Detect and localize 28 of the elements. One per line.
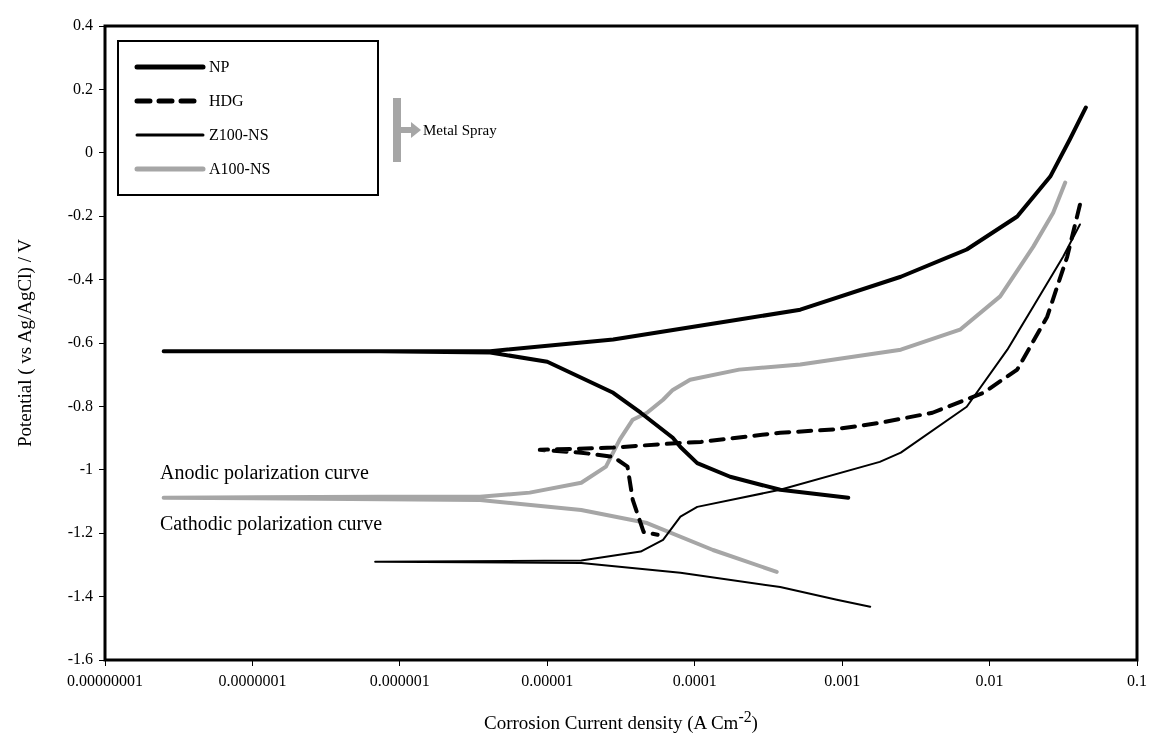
legend-label: NP: [209, 58, 230, 76]
legend-label: HDG: [209, 92, 244, 110]
legend-label: A100-NS: [209, 160, 271, 178]
y-tick-label: -0.4: [67, 269, 93, 287]
y-tick-label: 0.2: [73, 79, 93, 97]
annotation: Metal Spray: [423, 121, 497, 139]
x-tick-label: 0.0001: [672, 671, 717, 689]
y-tick-label: -1: [79, 460, 93, 477]
x-tick-label: 0.001: [824, 671, 861, 689]
x-axis-title: Corrosion Current density (A Cm$^{-2}$): [484, 708, 758, 735]
y-tick-label: -0.6: [67, 333, 93, 351]
y-tick-label: -1.6: [67, 650, 93, 668]
annotation: Anodic polarization curve: [160, 461, 369, 485]
x-tick-label: 0.00001: [521, 671, 574, 689]
x-tick-label: 0.00000001: [67, 671, 143, 689]
y-tick-label: -0.8: [67, 396, 93, 414]
y-tick-label: -0.2: [67, 206, 93, 224]
y-tick-label: 0: [85, 143, 93, 160]
legend-label: Z100-NS: [209, 126, 269, 144]
x-tick-label: 0.0000001: [218, 671, 287, 689]
y-tick-label: 0.4: [73, 16, 93, 34]
y-tick-label: -1.2: [67, 523, 93, 541]
annotation: Cathodic polarization curve: [160, 511, 383, 535]
x-tick-label: 0.01: [975, 671, 1004, 689]
x-tick-label: 0.000001: [369, 671, 430, 689]
y-tick-label: -1.4: [67, 586, 93, 604]
x-tick-label: 0.1: [1127, 671, 1147, 689]
y-axis-title: Potential ( vs Ag/AgCl) / V: [14, 238, 37, 448]
